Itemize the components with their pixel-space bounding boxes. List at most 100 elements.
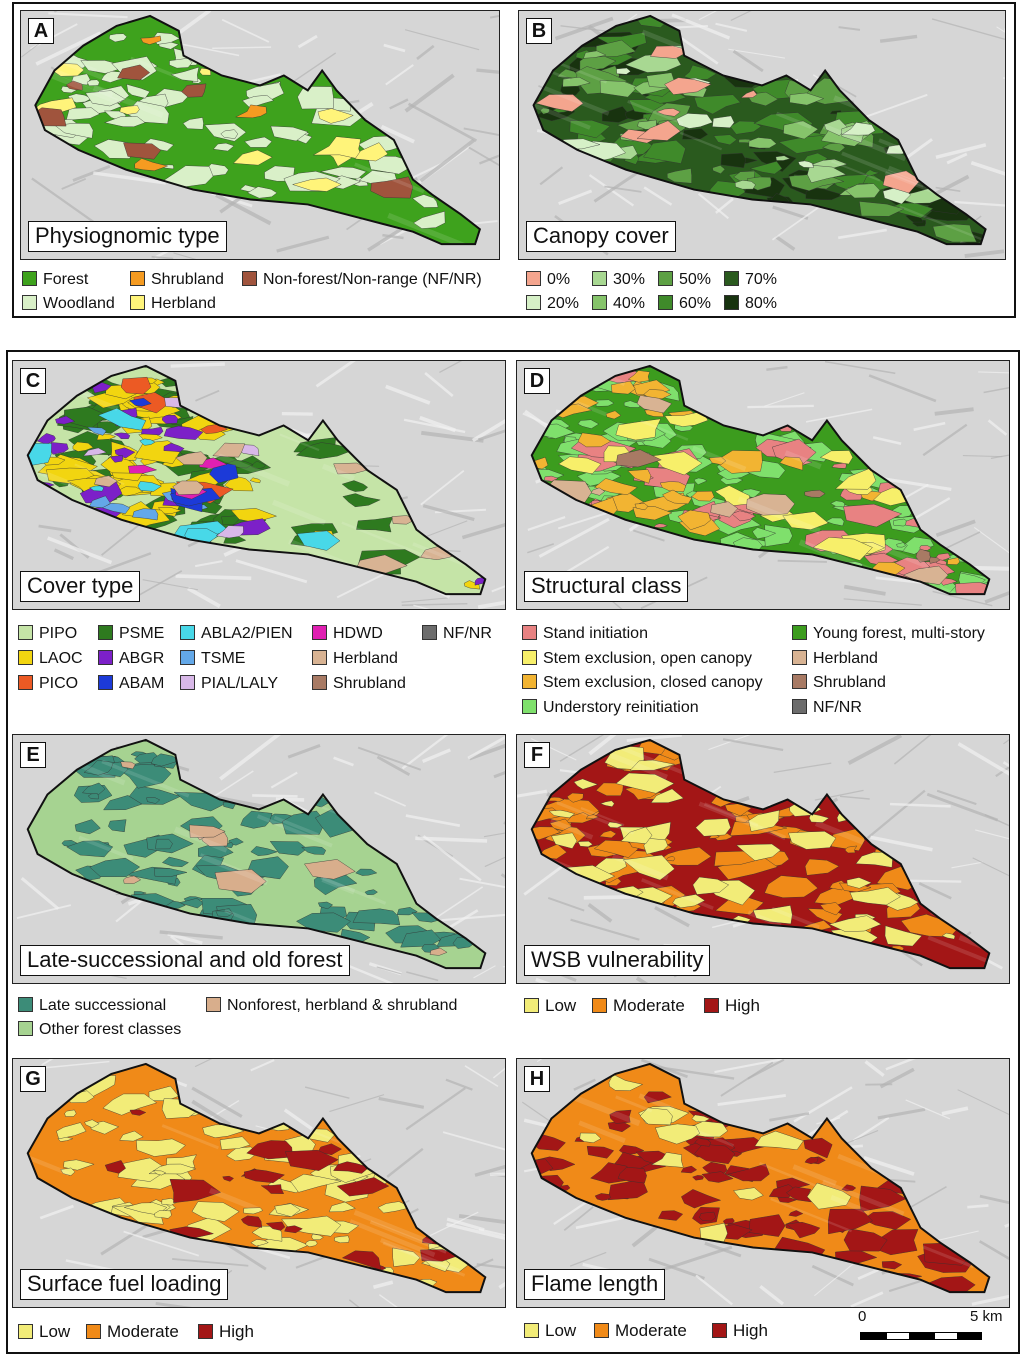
stand-polygon <box>150 753 180 767</box>
hillshade-ridge <box>159 930 223 940</box>
hillshade-ridge <box>715 22 748 32</box>
hillshade-overlay <box>692 445 747 472</box>
stand-polygon <box>643 838 669 855</box>
hillshade-ridge <box>304 1086 350 1099</box>
hillshade-ridge <box>843 598 922 606</box>
legend-item: 40% <box>592 294 645 314</box>
hillshade-ridge <box>347 964 394 983</box>
hillshade-ridge <box>401 603 468 606</box>
stand-polygon <box>214 869 267 894</box>
hillshade-ridge <box>918 882 952 900</box>
stand-polygon <box>677 509 711 531</box>
hillshade-overlay <box>640 419 689 441</box>
stand-polygon <box>169 58 193 69</box>
stand-polygon <box>391 515 415 525</box>
stand-polygon <box>712 115 735 128</box>
stand-polygon <box>579 1132 602 1143</box>
panel-letter-b: B <box>526 18 552 44</box>
stand-polygon <box>66 80 83 91</box>
legend-item: Herbland <box>792 649 878 669</box>
stand-polygon <box>267 1177 306 1194</box>
panel-title-f: WSB vulnerability <box>524 945 711 976</box>
stand-polygon <box>676 113 713 129</box>
stand-polygon <box>639 1107 673 1126</box>
map-panel-e: E Late-successional and old forest <box>12 734 506 984</box>
stand-polygon <box>723 1218 735 1225</box>
hillshade-ridge <box>468 146 499 167</box>
stand-polygon <box>846 877 872 889</box>
hillshade-ridge <box>492 1067 505 1079</box>
hillshade-ridge <box>905 1099 951 1120</box>
hillshade-ridge <box>626 735 682 742</box>
legend-swatch <box>180 650 195 665</box>
stand-polygon <box>691 490 715 502</box>
legend-item: 70% <box>724 270 777 290</box>
legend-item: Low <box>524 1321 576 1341</box>
map-panel-h: H Flame length <box>516 1058 1010 1308</box>
stand-polygon <box>63 406 109 429</box>
hillshade-overlay <box>784 450 822 470</box>
stand-polygon <box>85 90 126 107</box>
hillshade-ridge <box>777 559 827 563</box>
hillshade-ridge <box>1002 761 1009 768</box>
hillshade-overlay <box>610 752 668 781</box>
legend-swatch <box>594 1323 609 1338</box>
legend-swatch <box>312 650 327 665</box>
stand-polygon <box>797 160 814 168</box>
hillshade-overlay <box>55 57 113 84</box>
stand-polygon <box>594 478 638 495</box>
map-g-svg <box>13 1059 505 1307</box>
legend-swatch <box>22 271 37 286</box>
legend-item: Stem exclusion, closed canopy <box>522 673 763 693</box>
hillshade-ridge <box>852 1116 890 1142</box>
hillshade-ridge <box>935 186 961 193</box>
hillshade-ridge <box>173 252 197 259</box>
hillshade-ridge <box>566 545 610 573</box>
stand-polygon <box>775 155 791 161</box>
stand-polygon <box>352 908 401 926</box>
stand-polygons <box>61 751 476 956</box>
hillshade-ridge <box>964 249 1005 258</box>
panel-title-e: Late-successional and old forest <box>20 945 350 976</box>
legend-item: ABGR <box>98 649 164 669</box>
stand-polygon <box>859 201 905 217</box>
hillshade-overlay <box>349 1219 436 1258</box>
stand-polygon <box>577 841 593 848</box>
stand-polygon <box>86 426 107 436</box>
hillshade-ridge <box>445 1078 473 1091</box>
legend-swatch <box>18 1021 33 1036</box>
stand-polygon <box>110 455 124 463</box>
stand-polygon <box>682 128 709 140</box>
stand-polygon <box>881 1261 903 1270</box>
hillshade-ridge <box>472 1258 494 1270</box>
stand-polygon <box>109 33 128 43</box>
hillshade-ridge <box>523 1118 550 1128</box>
stand-polygon <box>655 1123 701 1145</box>
stand-polygon <box>304 859 356 880</box>
stand-polygon <box>126 84 151 99</box>
legend-swatch <box>130 271 145 286</box>
hillshade-ridge <box>793 1086 853 1123</box>
hillshade-ridge <box>155 1302 193 1307</box>
hillshade-ridge <box>978 1240 1009 1261</box>
hillshade-ridge <box>170 362 225 368</box>
hillshade-ridge <box>446 1222 505 1241</box>
legend-swatch <box>592 295 607 310</box>
legend-item: PSME <box>98 624 164 644</box>
legend-swatch <box>180 675 195 690</box>
hillshade-ridge <box>648 1257 705 1280</box>
hillshade-overlay <box>341 521 432 560</box>
stand-polygon <box>562 76 591 87</box>
hillshade-ridge <box>336 569 392 599</box>
stand-polygon <box>136 1138 186 1157</box>
panel-title-g: Surface fuel loading <box>20 1269 229 1300</box>
hillshade-overlay <box>130 56 182 80</box>
hillshade-ridge <box>732 49 764 73</box>
stand-polygon <box>656 108 681 117</box>
stand-polygon <box>249 477 261 484</box>
stand-polygon <box>209 462 239 484</box>
legend-item: Low <box>18 1322 70 1342</box>
stand-polygon <box>120 376 152 395</box>
legend-item: Shrubland <box>792 673 886 693</box>
stand-polygon <box>65 107 101 121</box>
